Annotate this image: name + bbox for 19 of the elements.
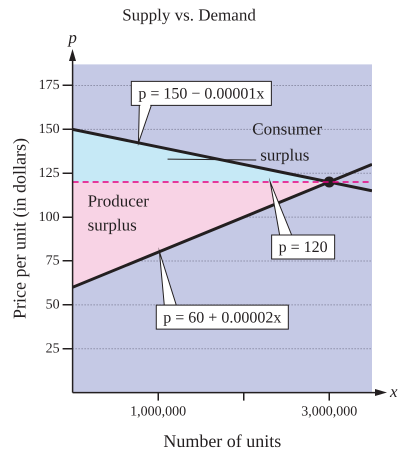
ref-line-label: p = 120 xyxy=(278,239,328,256)
y-tick-label: 100 xyxy=(38,210,60,225)
y-tick-label: 125 xyxy=(38,166,60,181)
series-label: Producer surplus xyxy=(88,191,150,234)
y-tick-label: 25 xyxy=(46,341,60,356)
y-tick-label: 50 xyxy=(46,298,60,313)
x-tick-label: 3,000,000 xyxy=(301,404,358,420)
series-label: Consumer surplus xyxy=(252,120,322,165)
y-tick-label: 75 xyxy=(46,254,60,269)
text: p = 150 − 0.00001x xyxy=(138,86,264,103)
y-tick-label: 175 xyxy=(38,78,60,94)
chart-title: Supply vs. Demand xyxy=(122,6,256,25)
x-tick-label: 1,000,000 xyxy=(130,404,186,420)
text: p xyxy=(67,28,77,47)
x-axis-title: Number of units xyxy=(163,430,282,451)
text: x xyxy=(389,382,398,402)
y-tick-label: 150 xyxy=(38,122,60,138)
text: p = 60 + 0.00002x xyxy=(163,309,282,326)
y-axis-title: Price per unit (in dollars) xyxy=(10,138,30,319)
